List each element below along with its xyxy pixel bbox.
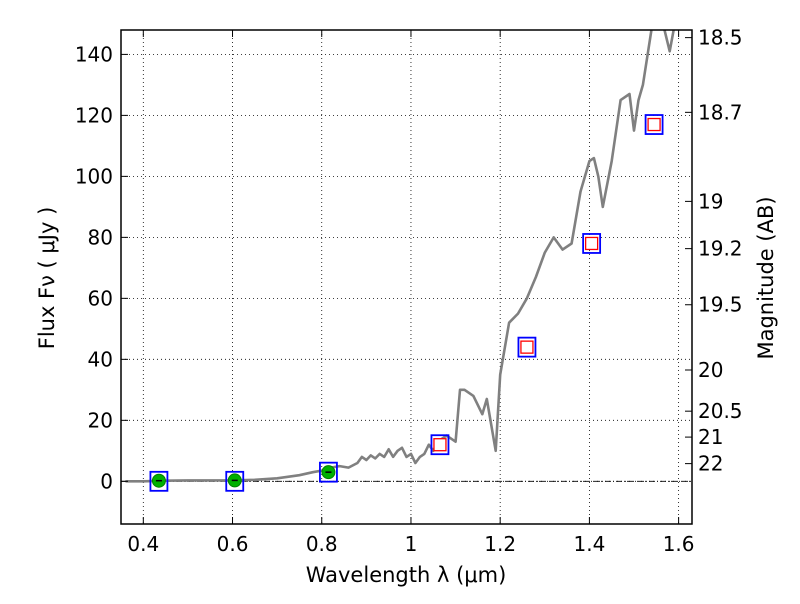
x-tick-label: 1.6 [663,532,695,556]
magnitude-tick-label: 18.5 [698,26,743,50]
x-tick-label: 0.8 [306,532,338,556]
red-square-marker [647,117,661,132]
blue-square-marker [149,470,169,492]
magnitude-tick-label: 22 [698,452,723,476]
x-tick-label: 1.2 [484,532,516,556]
x-tick-label: 1 [405,532,418,556]
y-axis-label: Flux Fν ( μJy ) [35,207,59,350]
blue-square-marker [225,470,245,492]
magnitude-tick-label: 19.2 [698,237,743,261]
y-tick-label: 80 [88,225,113,249]
y-tick-label: 40 [88,347,113,371]
x-tick-label: 1.4 [573,532,605,556]
y-tick-label: 100 [75,164,113,188]
red-square-marker [584,236,599,251]
y-tick-label: 60 [88,286,113,310]
x-tick-label: 0.6 [217,532,249,556]
y-tick-label: 120 [75,103,113,127]
right-axis-label: Magnitude (AB) [754,196,778,359]
magnitude-tick-label: 20 [698,358,723,382]
blue-square-marker [517,336,537,358]
blue-square-marker [430,434,450,456]
y-tick-label: 140 [75,42,113,66]
y-tick-label: 20 [88,408,113,432]
blue-square-marker [319,461,338,483]
blue-square-marker [582,233,602,254]
magnitude-tick-label: 21 [698,425,723,449]
red-square-marker [520,340,534,354]
x-tick-label: 0.4 [127,532,159,556]
red-square-marker [433,438,447,452]
y-tick-label: 0 [100,469,113,493]
blue-square-marker [644,114,664,135]
x-axis-label: Wavelength λ (μm) [306,563,507,587]
plot-frame [120,29,693,525]
axis-ticks: 0.4 0.6 0.8 1 1.2 1.4 1.6 0 20 40 60 80 100 120 140 18.… [75,26,743,556]
magnitude-tick-label: 19 [698,189,723,213]
photometry-markers [149,114,664,492]
grid-lines [121,30,692,524]
magnitude-tick-label: 18.7 [698,100,743,124]
magnitude-tick-label: 19.5 [698,293,743,317]
magnitude-tick-label: 20.5 [698,399,743,423]
